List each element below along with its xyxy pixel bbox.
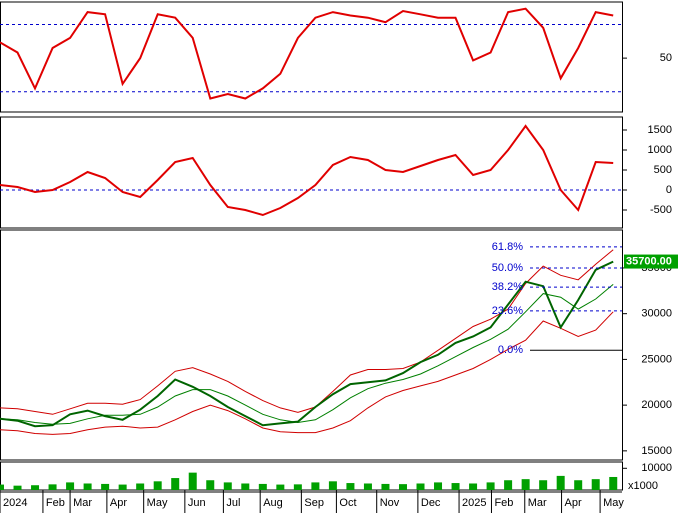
volume-bar	[66, 482, 75, 490]
volume-bar	[171, 478, 180, 490]
volume-bar	[521, 479, 530, 490]
series-line	[0, 124, 614, 217]
series-line	[0, 260, 614, 428]
volume-bar	[311, 482, 320, 490]
last-price-box	[624, 254, 678, 269]
volume-bar	[434, 482, 443, 490]
volume-bar	[591, 479, 600, 490]
volume-bar	[451, 483, 460, 490]
y-tick-label: 25000	[641, 353, 672, 365]
x-tick-label: Mar	[73, 497, 92, 509]
fib-label: 61.8%	[492, 241, 523, 253]
panel	[0, 116, 623, 229]
volume-bar	[153, 481, 162, 490]
x-tick-label: Oct	[339, 497, 356, 509]
x-tick-label: Dec	[421, 497, 441, 509]
volume-bar	[206, 480, 215, 490]
x-tick-label: May	[603, 497, 624, 509]
x-tick-label: 2025	[462, 497, 486, 509]
y-tick-label: 10000	[641, 462, 672, 474]
volume-bar	[13, 485, 22, 490]
y-tick-label: 1500	[648, 124, 672, 136]
y-tick-label: 500	[654, 164, 672, 176]
volume-bar	[416, 483, 425, 490]
volume-bar	[0, 484, 4, 490]
volume-bar	[346, 483, 355, 490]
series-line	[0, 7, 614, 100]
y-tick-label: 1000	[648, 144, 672, 156]
x-tick-label: Mar	[528, 497, 547, 509]
x-tick-label: Sep	[304, 497, 324, 509]
volume-bar	[486, 482, 495, 490]
series-line	[0, 249, 614, 415]
volume-bar	[574, 480, 583, 490]
volume-bar	[328, 481, 337, 490]
volume-bar	[48, 484, 57, 490]
volume-bar	[469, 483, 478, 490]
x-tick-label: Apr	[110, 497, 127, 509]
panel	[0, 1, 623, 113]
y-tick-label: 50	[660, 52, 672, 64]
volume-bar	[381, 483, 390, 490]
x-tick-label: May	[147, 497, 168, 509]
x-tick-label: Apr	[565, 497, 582, 509]
volume-bar	[31, 485, 40, 490]
y-tick-label: 0	[666, 184, 672, 196]
volume-bar	[276, 484, 285, 490]
volume-bar	[241, 483, 250, 490]
x-tick-label: Aug	[263, 497, 283, 509]
x-tick-label: 2024	[3, 497, 27, 509]
volume-bar	[363, 483, 372, 490]
volume-bar	[101, 483, 110, 490]
volume-bar	[258, 483, 267, 490]
fib-label: 23.6%	[492, 305, 523, 317]
fib-label: 38.2%	[492, 281, 523, 293]
series-line	[0, 311, 614, 435]
fib-label: 50.0%	[492, 262, 523, 274]
y-unit-label: x1000	[628, 480, 658, 492]
x-tick-label: Jul	[226, 497, 240, 509]
volume-bar	[293, 484, 302, 490]
volume-bar	[539, 480, 548, 490]
x-tick-label: Feb	[46, 497, 65, 509]
volume-bar	[83, 483, 92, 490]
y-tick-label: -500	[650, 204, 672, 216]
fib-label: 0.0%	[498, 344, 523, 356]
y-tick-label: 20000	[641, 399, 672, 411]
panel	[0, 229, 623, 461]
x-tick-label: Nov	[380, 497, 400, 509]
x-tick-label: Feb	[494, 497, 513, 509]
last-price-label: 35700.00	[626, 255, 672, 267]
volume-bar	[136, 483, 145, 490]
volume-bar	[223, 482, 232, 490]
volume-bar	[504, 480, 513, 490]
y-tick-label: 30000	[641, 308, 672, 320]
y-tick-label: 15000	[641, 445, 672, 457]
volume-bar	[556, 475, 565, 490]
volume-bar	[188, 472, 197, 490]
volume-bar	[398, 484, 407, 490]
x-tick-label: Jun	[188, 497, 206, 509]
volume-bar	[609, 476, 618, 490]
volume-bar	[118, 484, 127, 490]
